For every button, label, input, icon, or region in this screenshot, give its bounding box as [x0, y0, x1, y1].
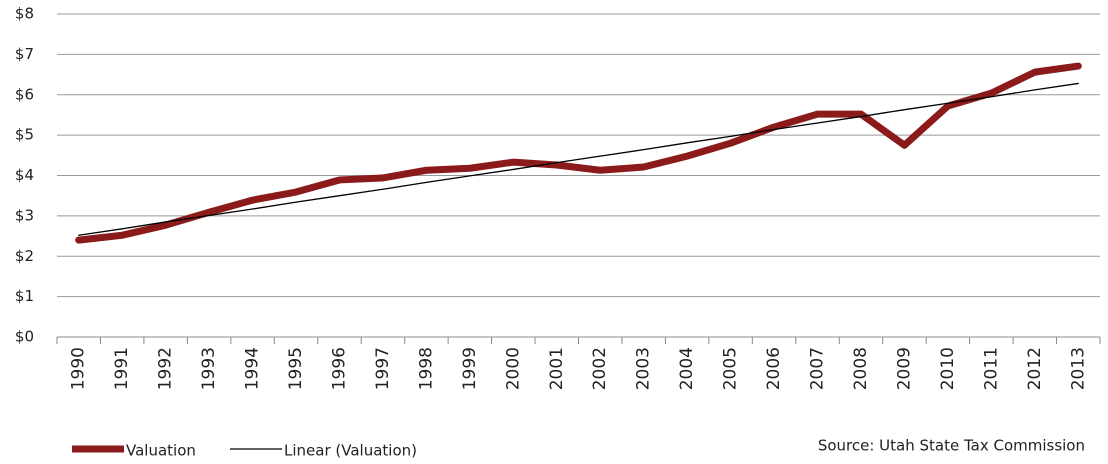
x-tick-label: 1994 [243, 347, 263, 390]
x-tick-label: 2011 [981, 347, 1001, 390]
x-tick-label: 1995 [286, 347, 306, 390]
x-tick-label: 1998 [416, 347, 436, 390]
legend-label: Linear (Valuation) [284, 442, 417, 460]
x-tick-label: 1990 [69, 347, 89, 390]
x-tick-label: 2002 [590, 347, 610, 390]
y-tick-label: $2 [15, 247, 34, 265]
y-tick-label: $0 [15, 328, 34, 346]
source-note: Source: Utah State Tax Commission [818, 437, 1085, 455]
y-tick-label: $8 [15, 5, 34, 23]
x-tick-label: 2003 [634, 347, 654, 390]
x-tick-label: 2006 [764, 347, 784, 390]
x-tick-label: 2001 [547, 347, 567, 390]
x-tick-label: 1992 [156, 347, 176, 390]
y-tick-label: $1 [15, 287, 34, 305]
x-tick-label: 1997 [373, 347, 393, 390]
legend-label: Valuation [126, 442, 196, 460]
y-tick-label: $4 [15, 166, 34, 184]
y-tick-label: $6 [15, 85, 34, 103]
y-tick-label: $7 [15, 45, 34, 63]
x-tick-label: 2004 [677, 347, 697, 390]
x-tick-label: 2008 [851, 347, 871, 390]
x-tick-label: 2010 [938, 347, 958, 390]
x-tick-label: 2012 [1025, 347, 1045, 390]
x-tick-label: 2005 [721, 347, 741, 390]
series-line [75, 62, 1082, 244]
x-tick-label: 2013 [1068, 347, 1088, 390]
x-tick-label: 1991 [112, 347, 132, 390]
x-tick-label: 2009 [894, 347, 914, 390]
x-tick-label: 2000 [503, 347, 523, 390]
x-tick-label: 2007 [808, 347, 828, 390]
y-tick-label: $3 [15, 206, 34, 224]
x-tick-label: 1999 [460, 347, 480, 390]
y-tick-label: $5 [15, 126, 34, 144]
x-tick-label: 1993 [199, 347, 219, 390]
series-line [78, 82, 1079, 236]
x-tick-label: 1996 [329, 347, 349, 390]
